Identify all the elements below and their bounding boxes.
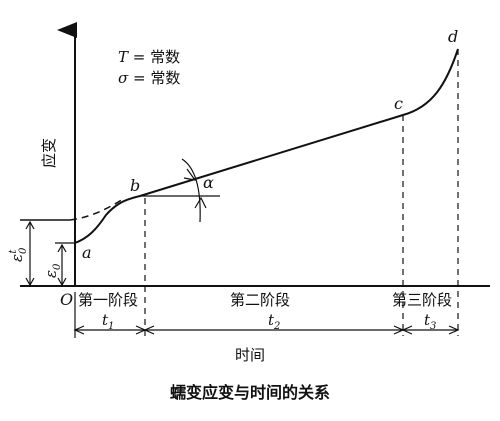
- angle-alpha: α: [203, 173, 214, 192]
- angle-arc: [181, 158, 201, 223]
- angle-arc-arrow-bottom: [194, 196, 207, 209]
- x-axis-label: 时间: [235, 346, 265, 364]
- y-axis-label: 应变: [40, 138, 58, 168]
- creep-curve: [74, 48, 459, 244]
- point-c: c: [394, 94, 403, 113]
- interval-t2: t2: [268, 311, 280, 332]
- stage-first: 第一阶段: [78, 291, 138, 309]
- interval-t3: t3: [424, 311, 436, 332]
- strain-instant-label: ε0t: [8, 247, 29, 262]
- stage-third: 第三阶段: [392, 291, 452, 309]
- extrapolation-dashed: [69, 198, 124, 221]
- figure-caption: 蠕变应变与时间的关系: [170, 383, 330, 402]
- interval-t1: t1: [102, 311, 114, 332]
- point-d: d: [448, 27, 458, 46]
- origin-label: O: [60, 290, 73, 309]
- stage-second: 第二阶段: [230, 291, 290, 309]
- point-b: b: [130, 176, 140, 195]
- strain-initial-label: ε0: [42, 263, 63, 278]
- angle-arc-arrow-top: [183, 168, 197, 181]
- point-a: a: [82, 243, 92, 262]
- condition-stress: σ = 常数: [118, 69, 180, 87]
- condition-temperature: T = 常数: [118, 48, 180, 66]
